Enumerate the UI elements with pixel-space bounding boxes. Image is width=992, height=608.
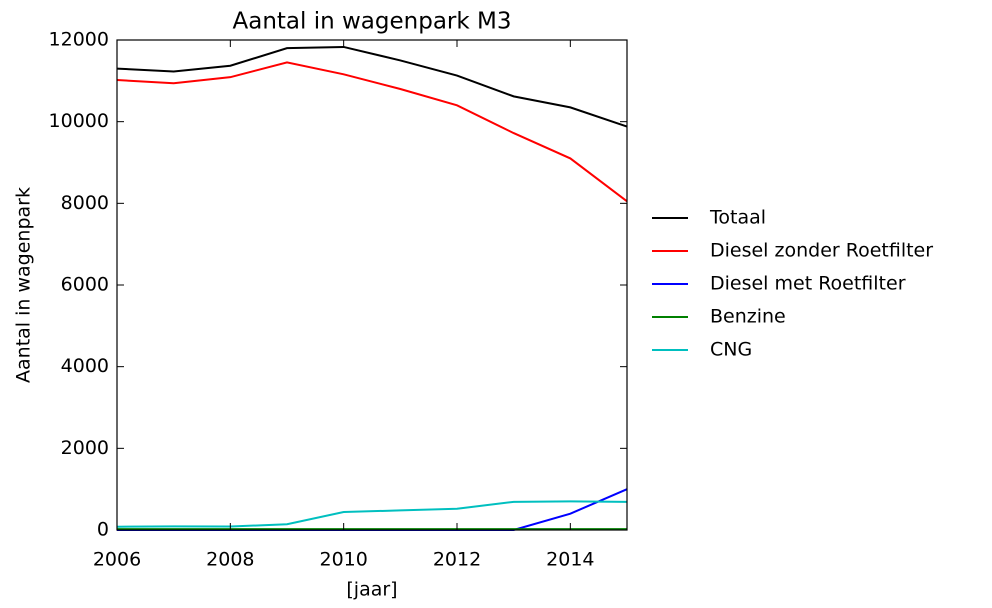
y-tick-label: 0: [97, 519, 109, 541]
legend-label: Diesel zonder Roetfilter: [710, 240, 933, 262]
y-tick-label: 2000: [61, 437, 109, 459]
legend-label: Benzine: [710, 306, 786, 328]
x-tick-label: 2006: [93, 549, 141, 571]
series-line: [116, 45, 628, 128]
series-line: [117, 488, 628, 531]
y-tick-label: 4000: [61, 355, 109, 377]
plot-frame: [116, 39, 628, 531]
y-tick-label: 6000: [61, 274, 109, 296]
legend-label: Totaal: [709, 207, 766, 229]
y-tick-label: 12000: [49, 29, 109, 51]
x-tick-label: 2014: [546, 549, 594, 571]
chart-title: Aantal in wagenpark M3: [233, 9, 512, 35]
series-line: [116, 500, 628, 528]
x-tick-label: 2008: [206, 549, 254, 571]
x-tick-label: 2010: [319, 549, 367, 571]
y-axis-label: Aantal in wagenpark: [13, 187, 35, 383]
legend-label: Diesel met Roetfilter: [710, 273, 906, 295]
series-line: [116, 61, 628, 203]
legend-label: CNG: [710, 339, 752, 361]
y-tick-label: 8000: [61, 192, 109, 214]
y-tick-label: 10000: [49, 110, 109, 132]
x-axis-label: [jaar]: [346, 579, 397, 601]
x-tick-label: 2012: [433, 549, 481, 571]
